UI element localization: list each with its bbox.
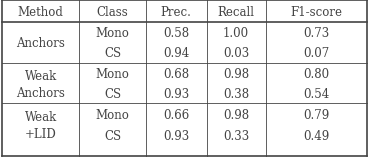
Text: 0.07: 0.07 [303,47,330,60]
Text: 0.73: 0.73 [303,27,330,40]
Text: 0.98: 0.98 [223,109,249,122]
Text: 0.54: 0.54 [303,88,330,101]
Text: CS: CS [104,88,121,101]
Text: 0.49: 0.49 [303,130,330,143]
Text: Prec.: Prec. [161,6,192,19]
Text: 0.68: 0.68 [163,68,189,81]
Text: 0.58: 0.58 [163,27,189,40]
Text: 0.03: 0.03 [223,47,249,60]
Text: Class: Class [97,6,128,19]
Text: 0.79: 0.79 [303,109,330,122]
Text: 0.94: 0.94 [163,47,189,60]
Text: 0.80: 0.80 [303,68,329,81]
Text: Recall: Recall [218,6,255,19]
Text: 0.33: 0.33 [223,130,249,143]
Text: 0.98: 0.98 [223,68,249,81]
Text: Weak
+LID: Weak +LID [24,111,57,141]
Text: Anchors: Anchors [16,37,65,50]
Text: 1.00: 1.00 [223,27,249,40]
Text: 0.66: 0.66 [163,109,189,122]
Text: Mono: Mono [96,68,130,81]
Text: 0.93: 0.93 [163,88,189,101]
Text: Method: Method [18,6,63,19]
Text: Mono: Mono [96,109,130,122]
Text: Mono: Mono [96,27,130,40]
Text: 0.38: 0.38 [223,88,249,101]
Text: Weak
Anchors: Weak Anchors [16,69,65,100]
Text: CS: CS [104,47,121,60]
Text: F1-score: F1-score [290,6,342,19]
Text: CS: CS [104,130,121,143]
Text: 0.93: 0.93 [163,130,189,143]
